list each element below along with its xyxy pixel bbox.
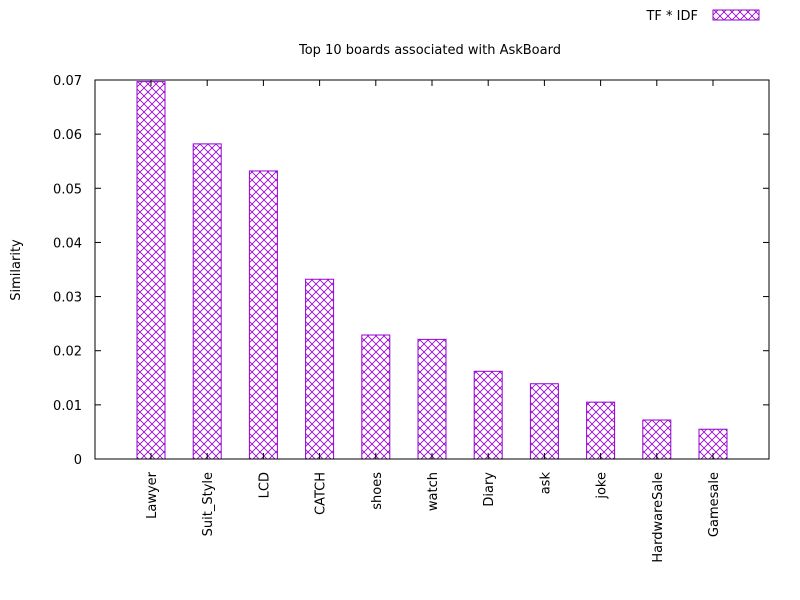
x-tick-label: Suit_Style xyxy=(201,472,216,536)
legend: TF * IDF xyxy=(645,9,760,24)
bar-diary xyxy=(473,370,503,460)
legend-label: TF * IDF xyxy=(645,9,698,24)
y-tick-label: 0.04 xyxy=(53,236,82,251)
x-axis: Lawyer Suit_Style LCD CATCH shoes watch Diary a… xyxy=(145,80,722,563)
bar-ask xyxy=(529,383,559,460)
x-tick-label: HardwareSale xyxy=(651,472,666,563)
y-axis-label: Similarity xyxy=(9,239,24,301)
y-tick-label: 0.06 xyxy=(53,128,82,143)
bar-watch xyxy=(417,338,447,460)
bar-suit-style xyxy=(192,143,222,460)
x-tick-label: Gamesale xyxy=(707,472,722,537)
y-tick-label: 0.05 xyxy=(53,182,82,197)
y-tick-label: 0.01 xyxy=(53,399,82,414)
x-tick-label: joke xyxy=(595,472,610,500)
bar-lawyer xyxy=(136,81,166,460)
bar-joke xyxy=(586,401,616,460)
bar-shoes xyxy=(361,334,391,460)
x-tick-label: Lawyer xyxy=(145,471,160,519)
legend-swatch xyxy=(712,9,760,21)
x-tick-label: ask xyxy=(538,472,553,495)
bar-catch xyxy=(305,278,335,460)
plot-frame xyxy=(94,79,770,460)
x-tick-label: watch xyxy=(426,472,441,511)
y-tick-label: 0 xyxy=(74,453,82,468)
x-tick-label: shoes xyxy=(370,472,385,510)
x-tick-label: CATCH xyxy=(314,472,329,515)
y-tick-label: 0.03 xyxy=(53,291,82,306)
x-tick-label: Diary xyxy=(482,472,497,507)
bar-hardwaresale xyxy=(642,419,672,460)
y-tick-label: 0.07 xyxy=(53,74,82,89)
bars xyxy=(136,81,728,460)
x-tick-label: LCD xyxy=(257,472,272,498)
y-axis: 0 0.01 0.02 0.03 0.04 0.05 0.06 0.07 xyxy=(53,74,769,468)
bar-lcd xyxy=(248,170,278,460)
y-tick-label: 0.02 xyxy=(53,345,82,360)
chart-title: Top 10 boards associated with AskBoard xyxy=(298,43,561,58)
